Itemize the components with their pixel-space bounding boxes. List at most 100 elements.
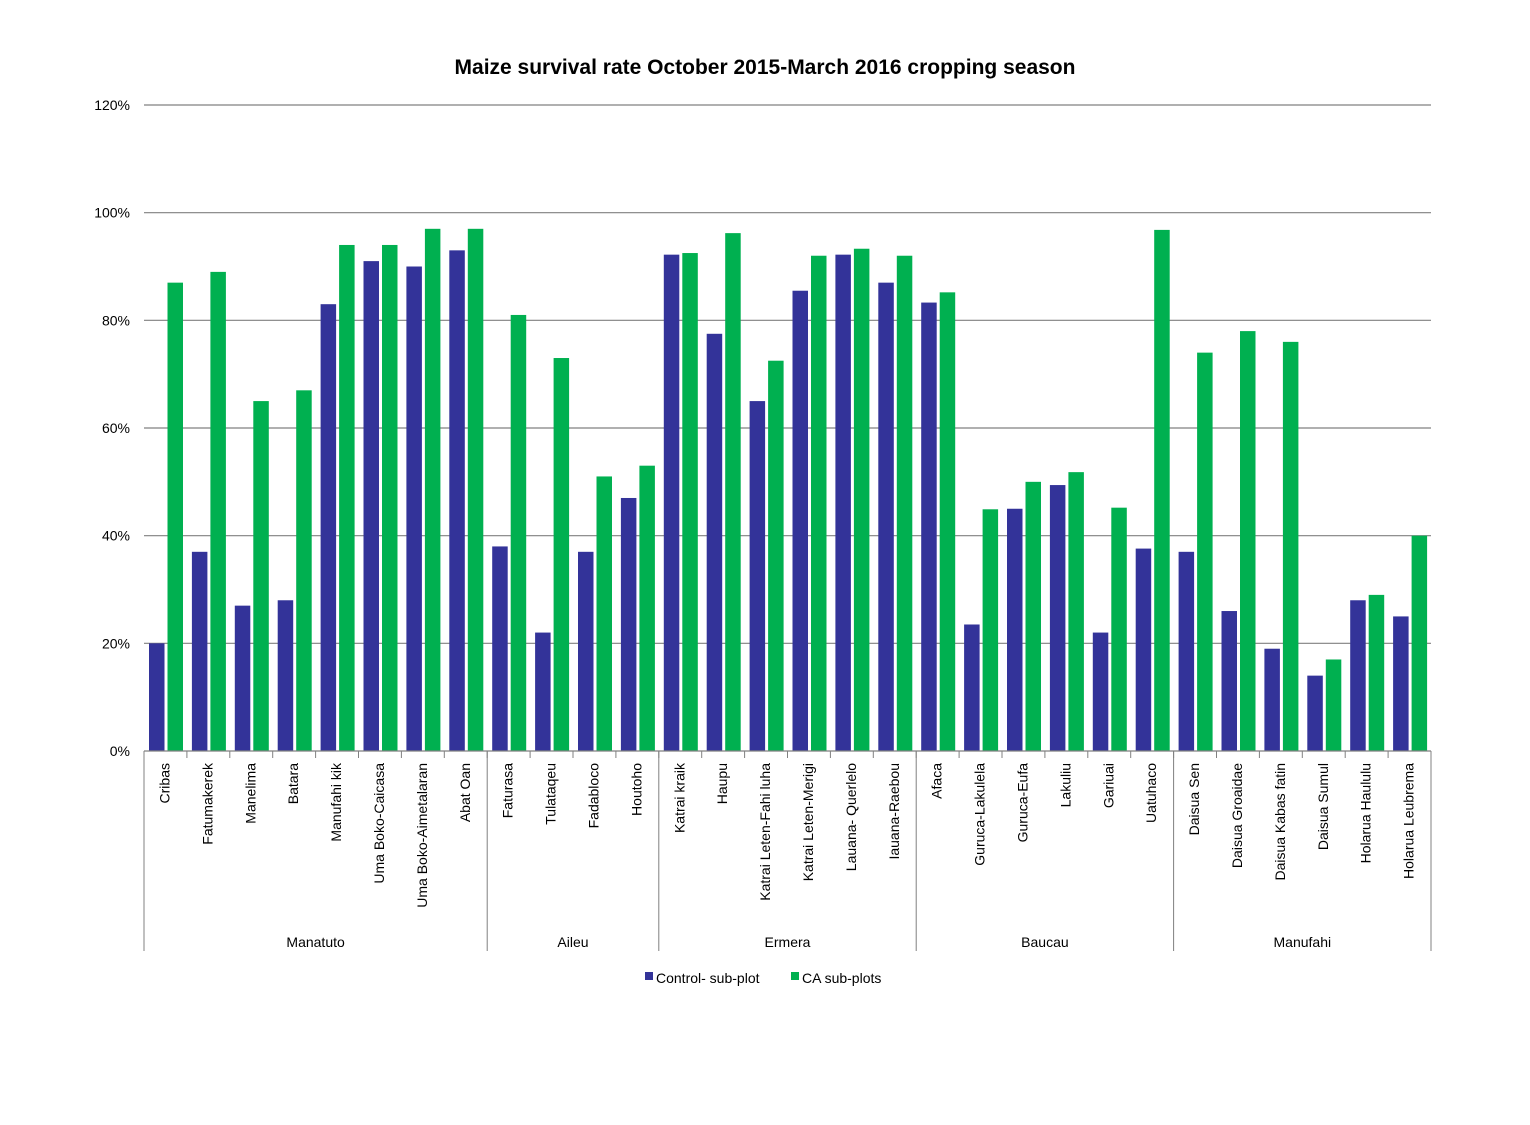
category-label: Uma Boko-Caicasa [371, 763, 387, 884]
bar-control [706, 333, 723, 751]
bar-ca [1282, 341, 1299, 751]
bar-ca [768, 360, 784, 751]
y-tick-label: 100% [94, 205, 130, 221]
bar-control [1307, 675, 1323, 751]
bar-control [835, 254, 851, 751]
category-label: Daisua Sen [1186, 763, 1202, 835]
category-label: Daisua Kabas fatin [1272, 763, 1288, 881]
legend: Control- sub-plot CA sub-plots [645, 970, 881, 986]
category-label: Faturasa [500, 763, 516, 818]
bar-control [878, 282, 894, 751]
category-label: Batara [285, 763, 301, 804]
bar-control [1007, 508, 1023, 751]
bar-ca [253, 401, 269, 751]
category-label: Fadabloco [585, 763, 601, 829]
bar-ca [382, 244, 398, 751]
bar-ca [510, 314, 527, 751]
bar-control [663, 254, 680, 751]
category-label: Tulataqeu [543, 763, 559, 825]
bar-control [1264, 648, 1280, 751]
bar-ca [1411, 535, 1428, 751]
category-labels: Cribas Fatumakerek Manelima Batara Manufahi … [156, 762, 1416, 908]
bar-ca [1025, 481, 1041, 751]
bar-control [406, 266, 422, 751]
group-label: Ermera [765, 934, 811, 950]
bars [149, 228, 1428, 752]
category-label: Katrai Leten-Fahi luha [757, 763, 773, 901]
legend-label-control: Control- sub-plot [656, 970, 760, 986]
gridlines [144, 104, 1431, 644]
bar-control [277, 600, 294, 751]
category-label: Cribas [156, 763, 172, 803]
bar-control [492, 546, 508, 751]
bar-ca [339, 244, 355, 751]
bar-ca [1240, 331, 1256, 751]
category-label: Haupu [714, 763, 730, 804]
bar-ca [210, 271, 226, 751]
group-label: Manatuto [286, 934, 345, 950]
y-axis-ticks: 0% 20% 40% 60% 80% 100% 120% [94, 97, 130, 759]
bar-ca [596, 476, 612, 751]
group-label: Aileu [557, 934, 588, 950]
bar-control [1350, 600, 1366, 751]
category-label: Fatumakerek [199, 762, 215, 845]
bar-control [964, 624, 980, 751]
category-label: Afaca [929, 763, 945, 799]
bar-ca [939, 292, 956, 751]
group-label: Manufahi [1274, 934, 1332, 950]
y-tick-label: 40% [102, 528, 130, 544]
legend-swatch-control [645, 972, 653, 980]
legend-swatch-ca [791, 972, 799, 980]
bar-ca [1197, 352, 1213, 751]
bar-control [234, 605, 251, 751]
category-label: Holarua Leubrema [1401, 763, 1417, 879]
bar-control [749, 401, 766, 751]
x-axis [143, 750, 1432, 758]
bar-control [1135, 548, 1152, 751]
bar-ca [167, 282, 183, 751]
category-label: Manelima [242, 763, 258, 824]
category-label: Abat Oan [457, 763, 473, 822]
bar-control [1092, 632, 1109, 751]
bar-ca [1111, 507, 1127, 751]
bar-control [1178, 551, 1195, 751]
group-labels: Manatuto Aileu Ermera Baucau Manufahi [143, 751, 1432, 951]
y-tick-label: 0% [110, 743, 130, 759]
bar-ca [639, 465, 655, 751]
bar-control [792, 290, 808, 751]
chart-title: Maize survival rate October 2015-March 2… [455, 56, 1076, 79]
category-label: Daisua Sumul [1315, 763, 1331, 850]
category-label: Holarua Haululu [1358, 763, 1374, 863]
bar-control [1393, 616, 1409, 751]
bar-ca [1368, 594, 1385, 751]
category-label: Daisua Groaidae [1229, 763, 1245, 868]
bar-control [191, 551, 208, 751]
legend-label-ca: CA sub-plots [802, 970, 881, 986]
bar-ca [1325, 659, 1342, 751]
category-label: Manufahi kik [328, 762, 344, 842]
bar-control [449, 250, 465, 751]
y-tick-label: 60% [102, 420, 130, 436]
y-tick-label: 20% [102, 635, 130, 651]
bar-ca [424, 228, 441, 752]
bar-ca [682, 253, 698, 751]
category-label: Lakuliu [1057, 763, 1073, 807]
y-tick-label: 80% [102, 312, 130, 328]
bar-ca [553, 358, 570, 751]
bar-ca [896, 255, 913, 751]
y-tick-label: 120% [94, 97, 130, 113]
bar-ca [296, 390, 312, 751]
bar-ca [853, 248, 870, 752]
bar-control [620, 497, 637, 751]
bar-control [535, 632, 551, 751]
category-label: Houtoho [628, 763, 644, 816]
bar-ca [1068, 472, 1084, 751]
bar-control [149, 643, 165, 751]
category-label: Guruca-Lakulela [972, 763, 988, 866]
bar-control [1221, 611, 1237, 751]
category-label: Uatuhaco [1143, 763, 1159, 823]
bar-ca [1154, 229, 1170, 752]
category-label: Katrai kraik [671, 762, 687, 833]
category-label: Guruca-Eufa [1014, 763, 1030, 843]
